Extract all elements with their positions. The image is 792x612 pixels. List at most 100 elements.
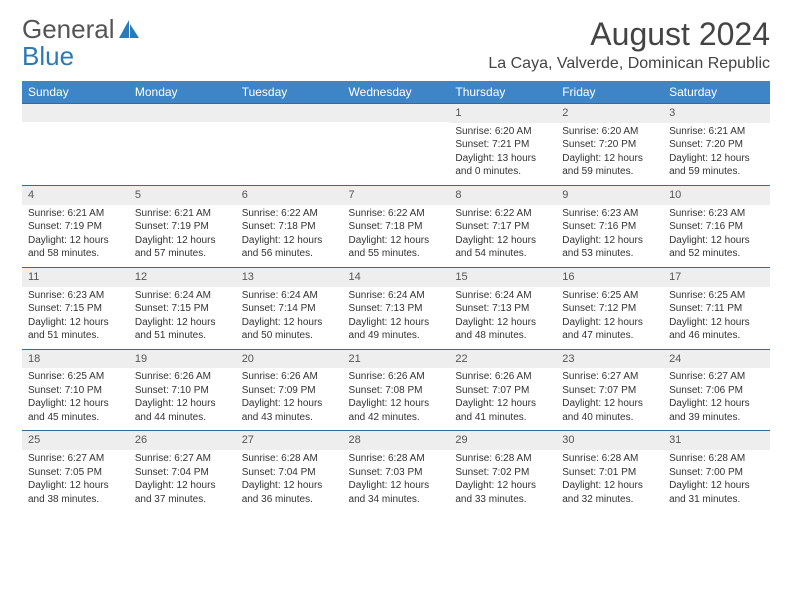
sunset: Sunset: 7:16 PM bbox=[669, 220, 764, 234]
day-number: 18 bbox=[22, 350, 129, 369]
daylight: Daylight: 12 hours and 33 minutes. bbox=[455, 479, 550, 506]
sunset: Sunset: 7:12 PM bbox=[562, 302, 657, 316]
calendar-cell: 19Sunrise: 6:26 AMSunset: 7:10 PMDayligh… bbox=[129, 349, 236, 431]
day-info: Sunrise: 6:24 AMSunset: 7:15 PMDaylight:… bbox=[129, 287, 236, 349]
calendar-cell: 25Sunrise: 6:27 AMSunset: 7:05 PMDayligh… bbox=[22, 431, 129, 512]
calendar-cell: 6Sunrise: 6:22 AMSunset: 7:18 PMDaylight… bbox=[236, 185, 343, 267]
day-number: 13 bbox=[236, 268, 343, 287]
day-header: Monday bbox=[129, 81, 236, 104]
sunrise: Sunrise: 6:20 AM bbox=[455, 125, 550, 139]
title-block: August 2024 La Caya, Valverde, Dominican… bbox=[488, 16, 770, 73]
daylight: Daylight: 12 hours and 49 minutes. bbox=[349, 316, 444, 343]
day-number: 10 bbox=[663, 186, 770, 205]
sunrise: Sunrise: 6:23 AM bbox=[669, 207, 764, 221]
sunset: Sunset: 7:07 PM bbox=[562, 384, 657, 398]
daylight: Daylight: 13 hours and 0 minutes. bbox=[455, 152, 550, 179]
day-number: 6 bbox=[236, 186, 343, 205]
sunrise: Sunrise: 6:27 AM bbox=[669, 370, 764, 384]
sail-icon bbox=[117, 18, 141, 45]
sunset: Sunset: 7:08 PM bbox=[349, 384, 444, 398]
calendar-cell: 12Sunrise: 6:24 AMSunset: 7:15 PMDayligh… bbox=[129, 267, 236, 349]
sunset: Sunset: 7:10 PM bbox=[135, 384, 230, 398]
day-info: Sunrise: 6:23 AMSunset: 7:15 PMDaylight:… bbox=[22, 287, 129, 349]
sunset: Sunset: 7:19 PM bbox=[28, 220, 123, 234]
day-info: Sunrise: 6:20 AMSunset: 7:20 PMDaylight:… bbox=[556, 123, 663, 185]
day-info: Sunrise: 6:24 AMSunset: 7:13 PMDaylight:… bbox=[343, 287, 450, 349]
daylight: Daylight: 12 hours and 58 minutes. bbox=[28, 234, 123, 261]
day-header: Sunday bbox=[22, 81, 129, 104]
daylight: Daylight: 12 hours and 52 minutes. bbox=[669, 234, 764, 261]
day-number: 3 bbox=[663, 104, 770, 123]
day-number: 5 bbox=[129, 186, 236, 205]
day-info: Sunrise: 6:28 AMSunset: 7:01 PMDaylight:… bbox=[556, 450, 663, 512]
sunset: Sunset: 7:21 PM bbox=[455, 138, 550, 152]
calendar-row: 18Sunrise: 6:25 AMSunset: 7:10 PMDayligh… bbox=[22, 349, 770, 431]
day-number: 8 bbox=[449, 186, 556, 205]
sunset: Sunset: 7:18 PM bbox=[349, 220, 444, 234]
sunset: Sunset: 7:01 PM bbox=[562, 466, 657, 480]
calendar-cell: 30Sunrise: 6:28 AMSunset: 7:01 PMDayligh… bbox=[556, 431, 663, 512]
calendar-cell: 22Sunrise: 6:26 AMSunset: 7:07 PMDayligh… bbox=[449, 349, 556, 431]
calendar-cell bbox=[236, 104, 343, 186]
day-number: 27 bbox=[236, 431, 343, 450]
calendar-cell: 20Sunrise: 6:26 AMSunset: 7:09 PMDayligh… bbox=[236, 349, 343, 431]
day-number: 21 bbox=[343, 350, 450, 369]
day-number: 22 bbox=[449, 350, 556, 369]
daylight: Daylight: 12 hours and 47 minutes. bbox=[562, 316, 657, 343]
sunrise: Sunrise: 6:24 AM bbox=[349, 289, 444, 303]
calendar-cell: 7Sunrise: 6:22 AMSunset: 7:18 PMDaylight… bbox=[343, 185, 450, 267]
sunrise: Sunrise: 6:23 AM bbox=[28, 289, 123, 303]
daylight: Daylight: 12 hours and 48 minutes. bbox=[455, 316, 550, 343]
sunrise: Sunrise: 6:27 AM bbox=[28, 452, 123, 466]
calendar-cell: 23Sunrise: 6:27 AMSunset: 7:07 PMDayligh… bbox=[556, 349, 663, 431]
sunset: Sunset: 7:19 PM bbox=[135, 220, 230, 234]
calendar-cell: 24Sunrise: 6:27 AMSunset: 7:06 PMDayligh… bbox=[663, 349, 770, 431]
sunrise: Sunrise: 6:28 AM bbox=[669, 452, 764, 466]
day-header: Saturday bbox=[663, 81, 770, 104]
daylight: Daylight: 12 hours and 51 minutes. bbox=[28, 316, 123, 343]
sunrise: Sunrise: 6:26 AM bbox=[455, 370, 550, 384]
daylight: Daylight: 12 hours and 59 minutes. bbox=[669, 152, 764, 179]
day-number: 31 bbox=[663, 431, 770, 450]
calendar-cell: 17Sunrise: 6:25 AMSunset: 7:11 PMDayligh… bbox=[663, 267, 770, 349]
sunset: Sunset: 7:18 PM bbox=[242, 220, 337, 234]
daylight: Daylight: 12 hours and 55 minutes. bbox=[349, 234, 444, 261]
sunrise: Sunrise: 6:25 AM bbox=[562, 289, 657, 303]
page-header: General Blue August 2024 La Caya, Valver… bbox=[22, 16, 770, 73]
day-info: Sunrise: 6:20 AMSunset: 7:21 PMDaylight:… bbox=[449, 123, 556, 185]
sunrise: Sunrise: 6:23 AM bbox=[562, 207, 657, 221]
sunrise: Sunrise: 6:28 AM bbox=[349, 452, 444, 466]
daylight: Daylight: 12 hours and 51 minutes. bbox=[135, 316, 230, 343]
calendar-body: 1Sunrise: 6:20 AMSunset: 7:21 PMDaylight… bbox=[22, 104, 770, 513]
day-info: Sunrise: 6:25 AMSunset: 7:11 PMDaylight:… bbox=[663, 287, 770, 349]
daylight: Daylight: 12 hours and 38 minutes. bbox=[28, 479, 123, 506]
calendar-cell: 9Sunrise: 6:23 AMSunset: 7:16 PMDaylight… bbox=[556, 185, 663, 267]
day-info: Sunrise: 6:27 AMSunset: 7:04 PMDaylight:… bbox=[129, 450, 236, 512]
day-info: Sunrise: 6:25 AMSunset: 7:12 PMDaylight:… bbox=[556, 287, 663, 349]
calendar-cell: 14Sunrise: 6:24 AMSunset: 7:13 PMDayligh… bbox=[343, 267, 450, 349]
calendar-cell: 13Sunrise: 6:24 AMSunset: 7:14 PMDayligh… bbox=[236, 267, 343, 349]
sunrise: Sunrise: 6:22 AM bbox=[349, 207, 444, 221]
calendar-cell: 11Sunrise: 6:23 AMSunset: 7:15 PMDayligh… bbox=[22, 267, 129, 349]
calendar-cell: 8Sunrise: 6:22 AMSunset: 7:17 PMDaylight… bbox=[449, 185, 556, 267]
day-info: Sunrise: 6:27 AMSunset: 7:05 PMDaylight:… bbox=[22, 450, 129, 512]
sunrise: Sunrise: 6:21 AM bbox=[669, 125, 764, 139]
calendar-row: 4Sunrise: 6:21 AMSunset: 7:19 PMDaylight… bbox=[22, 185, 770, 267]
day-info: Sunrise: 6:26 AMSunset: 7:08 PMDaylight:… bbox=[343, 368, 450, 430]
daylight: Daylight: 12 hours and 56 minutes. bbox=[242, 234, 337, 261]
sunset: Sunset: 7:09 PM bbox=[242, 384, 337, 398]
sunrise: Sunrise: 6:21 AM bbox=[135, 207, 230, 221]
calendar-cell: 21Sunrise: 6:26 AMSunset: 7:08 PMDayligh… bbox=[343, 349, 450, 431]
calendar-cell: 2Sunrise: 6:20 AMSunset: 7:20 PMDaylight… bbox=[556, 104, 663, 186]
day-info: Sunrise: 6:28 AMSunset: 7:00 PMDaylight:… bbox=[663, 450, 770, 512]
sunrise: Sunrise: 6:26 AM bbox=[242, 370, 337, 384]
day-number: 25 bbox=[22, 431, 129, 450]
sunset: Sunset: 7:04 PM bbox=[242, 466, 337, 480]
sunrise: Sunrise: 6:21 AM bbox=[28, 207, 123, 221]
sunrise: Sunrise: 6:25 AM bbox=[669, 289, 764, 303]
day-number: 16 bbox=[556, 268, 663, 287]
daylight: Daylight: 12 hours and 31 minutes. bbox=[669, 479, 764, 506]
day-info: Sunrise: 6:26 AMSunset: 7:07 PMDaylight:… bbox=[449, 368, 556, 430]
calendar-row: 11Sunrise: 6:23 AMSunset: 7:15 PMDayligh… bbox=[22, 267, 770, 349]
day-info: Sunrise: 6:23 AMSunset: 7:16 PMDaylight:… bbox=[556, 205, 663, 267]
